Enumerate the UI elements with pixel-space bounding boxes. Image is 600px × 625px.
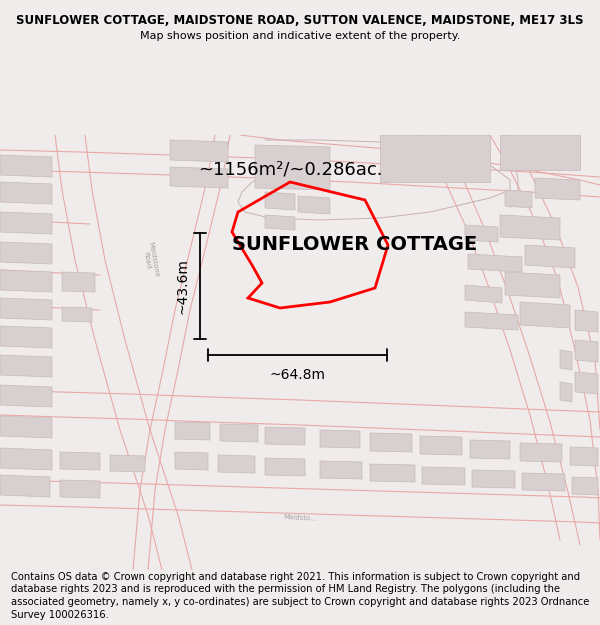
Text: ~1156m²/~0.286ac.: ~1156m²/~0.286ac. (198, 160, 382, 178)
Polygon shape (298, 196, 330, 214)
Polygon shape (170, 167, 228, 188)
Polygon shape (535, 178, 580, 200)
Polygon shape (170, 140, 228, 162)
Polygon shape (522, 473, 565, 491)
Text: Maidstone
Road: Maidstone Road (140, 241, 160, 279)
Polygon shape (320, 461, 362, 479)
Polygon shape (255, 145, 330, 190)
Polygon shape (422, 467, 465, 485)
Polygon shape (465, 312, 518, 330)
Polygon shape (62, 307, 92, 322)
Polygon shape (265, 192, 295, 210)
Polygon shape (0, 385, 52, 407)
Polygon shape (220, 424, 258, 442)
Text: SUNFLOWER COTTAGE, MAIDSTONE ROAD, SUTTON VALENCE, MAIDSTONE, ME17 3LS: SUNFLOWER COTTAGE, MAIDSTONE ROAD, SUTTO… (16, 14, 584, 27)
Polygon shape (0, 270, 52, 292)
Polygon shape (470, 440, 510, 459)
Polygon shape (575, 310, 598, 332)
Polygon shape (500, 135, 580, 170)
Polygon shape (505, 272, 560, 298)
Polygon shape (465, 225, 498, 242)
Polygon shape (110, 455, 145, 472)
Polygon shape (0, 212, 52, 234)
Polygon shape (570, 447, 598, 466)
Text: SUNFLOWER COTTAGE: SUNFLOWER COTTAGE (232, 236, 478, 254)
Polygon shape (0, 475, 50, 497)
Polygon shape (472, 470, 515, 488)
Polygon shape (320, 430, 360, 448)
Polygon shape (420, 436, 462, 455)
Polygon shape (0, 448, 52, 470)
Polygon shape (0, 155, 52, 177)
Polygon shape (500, 215, 560, 240)
Polygon shape (560, 382, 572, 402)
Polygon shape (265, 427, 305, 445)
Polygon shape (60, 452, 100, 470)
Polygon shape (0, 242, 52, 264)
Polygon shape (265, 458, 305, 476)
Polygon shape (560, 350, 572, 370)
Polygon shape (520, 443, 562, 462)
Polygon shape (505, 190, 532, 208)
Polygon shape (0, 355, 52, 377)
Polygon shape (468, 254, 522, 272)
Polygon shape (60, 480, 100, 498)
Polygon shape (265, 215, 295, 230)
Polygon shape (0, 298, 52, 320)
Polygon shape (380, 135, 490, 182)
Polygon shape (520, 302, 570, 328)
Polygon shape (175, 452, 208, 470)
Text: Maidsto...: Maidsto... (283, 514, 317, 522)
Polygon shape (575, 340, 598, 362)
Polygon shape (175, 422, 210, 440)
Polygon shape (0, 326, 52, 348)
Polygon shape (572, 477, 598, 495)
Text: ~64.8m: ~64.8m (269, 368, 325, 382)
Polygon shape (465, 285, 502, 303)
Polygon shape (62, 272, 95, 292)
Polygon shape (0, 182, 52, 204)
Polygon shape (0, 416, 52, 438)
Polygon shape (370, 433, 412, 452)
Polygon shape (218, 455, 255, 473)
Text: Map shows position and indicative extent of the property.: Map shows position and indicative extent… (140, 31, 460, 41)
Polygon shape (525, 245, 575, 268)
Polygon shape (370, 464, 415, 482)
Polygon shape (575, 372, 598, 394)
Text: Contains OS data © Crown copyright and database right 2021. This information is : Contains OS data © Crown copyright and d… (11, 572, 589, 620)
Text: ~43.6m: ~43.6m (175, 258, 189, 314)
